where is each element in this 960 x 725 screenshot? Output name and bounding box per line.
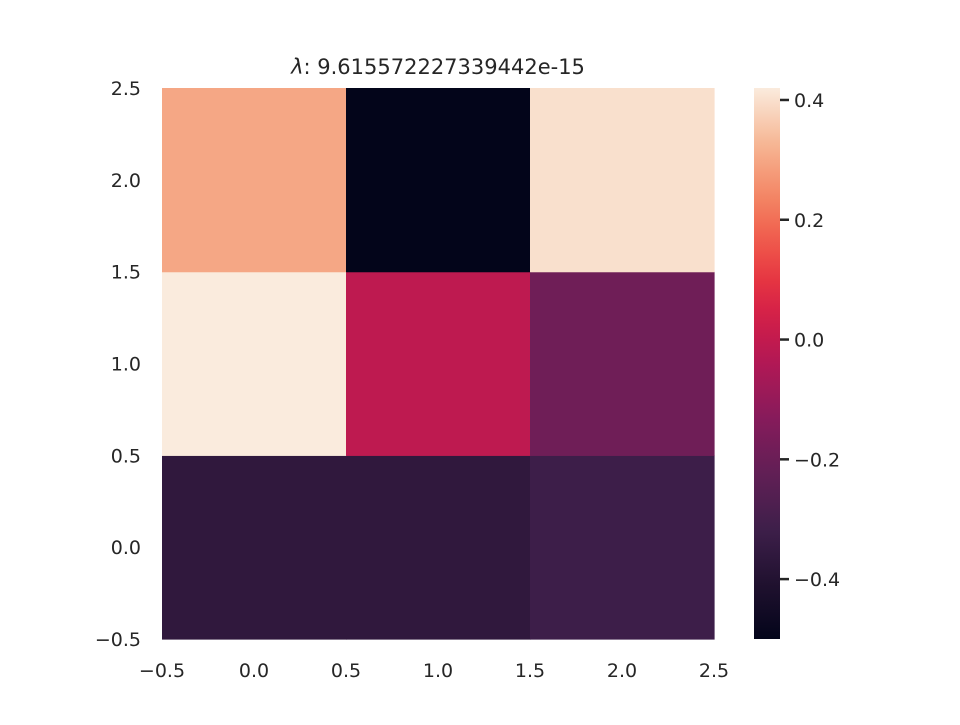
y-tick-label: −0.5 bbox=[95, 629, 141, 651]
colorbar-tick-label: 0.2 bbox=[794, 210, 824, 232]
chart-title: λ: 9.615572227339442e-15 bbox=[290, 55, 585, 79]
colorbar-tick-label: −0.2 bbox=[794, 449, 840, 471]
title-value: : 9.615572227339442e-15 bbox=[304, 55, 585, 79]
heatmap-cell bbox=[162, 88, 347, 273]
y-tick-label: 1.0 bbox=[111, 354, 141, 376]
heatmap-cell bbox=[346, 271, 531, 456]
colorbar-tick-label: −0.4 bbox=[794, 569, 840, 591]
x-tick-label: 0.0 bbox=[239, 660, 269, 682]
x-tick-label: 2.0 bbox=[607, 660, 637, 682]
colorbar-tick-label: 0.4 bbox=[794, 90, 824, 112]
x-tick-label: −0.5 bbox=[139, 660, 185, 682]
x-tick-label: 2.5 bbox=[699, 660, 729, 682]
heatmap-cell bbox=[530, 88, 715, 273]
colorbar-ticks: 0.4 0.2 0.0 −0.2 −0.4 bbox=[780, 90, 840, 591]
colorbar-gradient bbox=[754, 88, 780, 639]
colorbar-tick-label: 0.0 bbox=[794, 330, 824, 352]
y-tick-label: 0.0 bbox=[111, 537, 141, 559]
heatmap-cell bbox=[162, 271, 347, 456]
heatmap-cell bbox=[530, 271, 715, 456]
heatmap-cell bbox=[346, 455, 531, 640]
y-tick-label: 1.5 bbox=[111, 262, 141, 284]
x-tick-label: 1.0 bbox=[423, 660, 453, 682]
heatmap-cells bbox=[162, 88, 715, 640]
y-axis-ticks: −0.5 0.0 0.5 1.0 1.5 2.0 2.5 bbox=[95, 78, 141, 651]
x-axis-ticks: −0.5 0.0 0.5 1.0 1.5 2.0 2.5 bbox=[139, 660, 729, 682]
heatmap-cell bbox=[530, 455, 715, 640]
y-tick-label: 2.5 bbox=[111, 78, 141, 100]
x-tick-label: 0.5 bbox=[331, 660, 361, 682]
x-tick-label: 1.5 bbox=[515, 660, 545, 682]
y-tick-label: 2.0 bbox=[111, 170, 141, 192]
y-tick-label: 0.5 bbox=[111, 445, 141, 467]
colorbar: 0.4 0.2 0.0 −0.2 −0.4 bbox=[754, 88, 840, 639]
lambda-symbol: λ bbox=[290, 55, 303, 79]
heatmap-cell bbox=[162, 455, 347, 640]
heatmap-cell bbox=[346, 88, 531, 273]
